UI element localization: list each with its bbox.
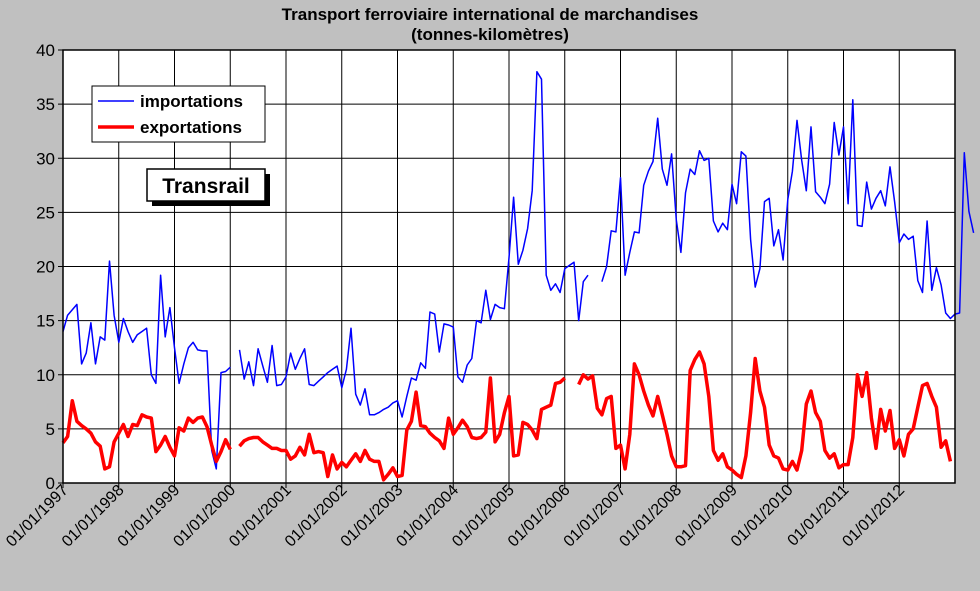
annotation: Transrail — [146, 168, 270, 206]
annotation-label: Transrail — [162, 175, 250, 198]
series-line-exportations — [238, 376, 566, 482]
legend-box — [91, 85, 266, 143]
chart-subtitle: (tonnes-kilomètres) — [411, 25, 569, 44]
series-line-importations — [62, 260, 231, 470]
series-line-exportations — [61, 398, 232, 471]
y-axis-ticks: 0 5 10 15 20 25 30 35 40 — [36, 41, 63, 493]
chart-title: Transport ferroviaire international de m… — [281, 5, 699, 24]
series-line-importations — [601, 99, 975, 320]
legend: importations exportations — [91, 85, 266, 143]
series-line-exportations — [577, 350, 953, 480]
y-tick-label: 30 — [36, 149, 55, 168]
y-tick-label: 5 — [46, 420, 55, 439]
series-importations — [62, 70, 975, 470]
series-exportations — [61, 350, 953, 482]
y-tick-label: 35 — [36, 95, 55, 114]
x-axis-ticks: 01/01/199701/01/199801/01/199901/01/2000… — [3, 482, 908, 551]
legend-label-importations: importations — [140, 92, 243, 111]
y-tick-label: 20 — [36, 258, 55, 277]
y-tick-label: 40 — [36, 41, 55, 60]
annotation-box — [146, 168, 266, 202]
legend-label-exportations: exportations — [140, 118, 242, 137]
series-lines — [61, 70, 975, 482]
y-tick-label: 0 — [46, 474, 55, 493]
y-tick-label: 10 — [36, 366, 55, 385]
y-tick-label: 25 — [36, 203, 55, 222]
series-line-importations — [238, 70, 589, 418]
y-tick-label: 15 — [36, 312, 55, 331]
